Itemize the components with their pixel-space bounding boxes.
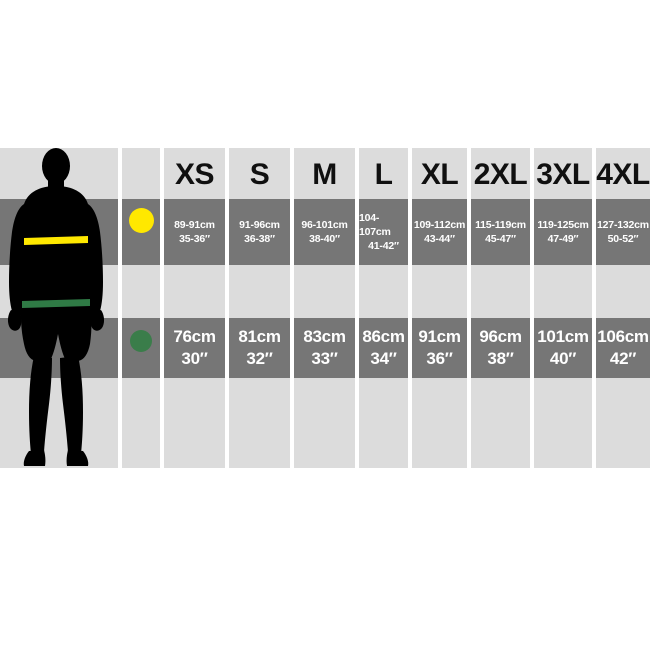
column-gutter — [355, 148, 359, 468]
waist-m-cm: 83cm — [303, 326, 346, 346]
chest-cell-l: 104-107cm 41-42″ — [359, 206, 408, 258]
column-gutter — [290, 148, 294, 468]
waist-xl-in: 36″ — [426, 349, 453, 368]
chest-m-cm: 96-101cm — [301, 218, 348, 231]
chest-s-cm: 91-96cm — [239, 218, 280, 231]
chest-xl-cm: 109-112cm — [413, 218, 466, 231]
waist-l-in: 34″ — [370, 349, 397, 368]
chest-cell-3xl: 119-125cm 47-49″ — [534, 206, 592, 258]
chest-4xl-cm: 127-132cm — [597, 218, 649, 231]
chest-s-in: 36-38″ — [244, 233, 275, 245]
size-header-4xl: 4XL — [596, 158, 650, 191]
waist-cell-xs: 76cm 30″ — [164, 322, 225, 374]
chest-xl-in: 43-44″ — [424, 233, 455, 245]
waist-4xl-in: 42″ — [609, 349, 637, 368]
size-header-xl: XL — [420, 158, 459, 191]
waist-cell-s: 81cm 32″ — [229, 322, 290, 374]
footer-band — [0, 378, 650, 468]
chest-2xl-cm: 115-119cm — [475, 218, 526, 231]
male-body-silhouette — [0, 148, 120, 468]
waist-3xl-cm: 101cm — [537, 326, 589, 346]
chest-2xl-in: 45-47″ — [485, 233, 516, 245]
waist-s-in: 32″ — [246, 349, 273, 368]
divider-band — [0, 265, 650, 318]
size-header-s: S — [249, 158, 270, 191]
column-gutter — [530, 148, 534, 468]
chest-4xl-in: 50-52″ — [607, 233, 639, 245]
chest-band-line — [24, 236, 88, 245]
size-header-3xl: 3XL — [536, 158, 590, 191]
chest-cell-m: 96-101cm 38-40″ — [294, 206, 355, 258]
chest-cell-xs: 89-91cm 35-36″ — [164, 206, 225, 258]
waist-4xl-cm: 106cm — [597, 326, 649, 346]
waist-2xl-cm: 96cm — [479, 326, 522, 346]
chest-3xl-in: 47-49″ — [547, 233, 579, 245]
column-gutter — [225, 148, 229, 468]
waist-cell-l: 86cm 34″ — [359, 322, 408, 374]
size-header-2xl: 2XL — [473, 158, 528, 191]
waist-3xl-in: 40″ — [549, 349, 577, 368]
waist-cell-m: 83cm 33″ — [294, 322, 355, 374]
waist-xs-cm: 76cm — [173, 326, 216, 346]
chest-xs-cm: 89-91cm — [174, 218, 215, 231]
waist-cell-3xl: 101cm 40″ — [534, 322, 592, 374]
chest-cell-4xl: 127-132cm 50-52″ — [596, 206, 650, 258]
size-header-xs: XS — [174, 158, 215, 191]
chest-m-in: 38-40″ — [309, 233, 340, 245]
chest-l-cm: 104-107cm — [359, 211, 391, 238]
chest-cell-2xl: 115-119cm 45-47″ — [471, 206, 530, 258]
waist-xs-in: 30″ — [181, 349, 208, 368]
size-header-m: M — [312, 158, 337, 191]
waist-cell-xl: 91cm 36″ — [412, 322, 467, 374]
column-gutter — [592, 148, 596, 468]
waist-band-line — [22, 299, 90, 308]
waist-m-in: 33″ — [311, 349, 338, 368]
chest-measurement-dot — [129, 208, 154, 233]
chest-xs-in: 35-36″ — [179, 233, 210, 245]
waist-xl-cm: 91cm — [418, 326, 461, 346]
chest-3xl-cm: 119-125cm — [537, 218, 589, 231]
chest-row-band — [0, 199, 650, 265]
chest-cell-s: 91-96cm 36-38″ — [229, 206, 290, 258]
column-gutter — [467, 148, 471, 468]
waist-cell-2xl: 96cm 38″ — [471, 322, 530, 374]
column-gutter — [160, 148, 164, 468]
waist-row-band — [0, 318, 650, 378]
waist-2xl-in: 38″ — [487, 349, 514, 368]
waist-s-cm: 81cm — [238, 326, 281, 346]
waist-l-cm: 86cm — [362, 326, 405, 346]
column-gutter — [118, 148, 122, 468]
column-gutter — [408, 148, 412, 468]
size-header-l: L — [374, 158, 393, 191]
waist-cell-4xl: 106cm 42″ — [596, 322, 650, 374]
chest-l-in: 41-42″ — [368, 240, 399, 253]
header-row-band — [0, 148, 650, 199]
waist-measurement-dot — [130, 330, 152, 352]
chest-cell-xl: 109-112cm 43-44″ — [412, 206, 467, 258]
